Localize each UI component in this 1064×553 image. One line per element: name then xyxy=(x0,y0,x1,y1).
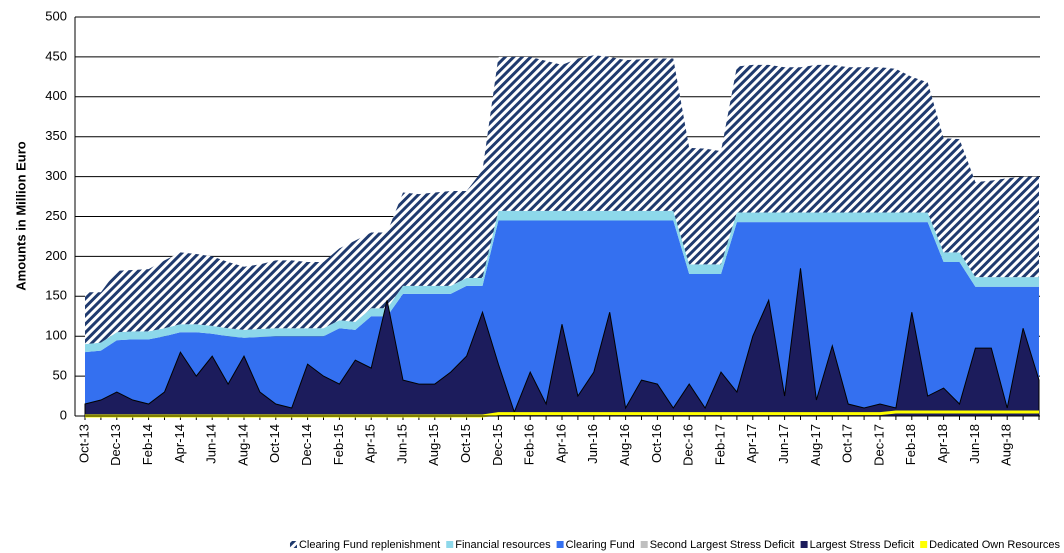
x-tick-label: Feb-18 xyxy=(903,424,918,465)
x-tick-label: Oct-15 xyxy=(458,424,473,463)
x-tick-label: Jun-18 xyxy=(967,424,982,464)
legend-label: Clearing Fund replenishment xyxy=(299,539,440,551)
legend-swatch xyxy=(289,541,297,548)
legend-label: Clearing Fund xyxy=(566,539,635,551)
x-tick-label: Apr-17 xyxy=(744,424,759,463)
legend: Clearing Fund replenishment Financial res… xyxy=(289,539,1060,551)
x-tick-label: Feb-14 xyxy=(140,424,155,465)
x-tick-label: Jun-14 xyxy=(204,424,219,464)
x-tick-label: Dec-15 xyxy=(490,424,505,466)
x-tick-label: Apr-14 xyxy=(172,424,187,463)
y-tick-label: 100 xyxy=(45,328,67,343)
x-tick-label: Feb-17 xyxy=(712,424,727,465)
x-tick-label: Aug-15 xyxy=(426,424,441,466)
x-tick-label: Aug-16 xyxy=(617,424,632,466)
stacked-area xyxy=(85,55,1039,345)
y-tick-label: 250 xyxy=(45,208,67,223)
x-tick-label: Aug-17 xyxy=(808,424,823,466)
x-tick-label: Feb-16 xyxy=(522,424,537,465)
x-tick-label: Oct-16 xyxy=(649,424,664,463)
legend-label: Dedicated Own Resources xyxy=(929,539,1060,551)
deficit-area xyxy=(84,268,1040,417)
x-tick-label: Jun-17 xyxy=(776,424,791,464)
y-tick-label: 50 xyxy=(53,368,67,383)
y-tick-label: 350 xyxy=(45,128,67,143)
legend-swatch xyxy=(800,541,808,548)
x-tick-label: Apr-16 xyxy=(553,424,568,463)
legend-swatch xyxy=(556,541,564,548)
x-tick-label: Jun-15 xyxy=(394,424,409,464)
x-tick-label: Oct-14 xyxy=(267,424,282,463)
x-tick-label: Dec-13 xyxy=(108,424,123,466)
x-tick-label: Oct-13 xyxy=(76,424,91,463)
x-tick-label: Aug-18 xyxy=(999,424,1014,466)
x-tick-label: Apr-15 xyxy=(363,424,378,463)
y-tick-label: 150 xyxy=(45,288,67,303)
x-tick-label: Dec-17 xyxy=(871,424,886,466)
x-tick-label: Dec-16 xyxy=(681,424,696,466)
y-tick-label: 500 xyxy=(45,8,67,23)
y-tick-label: 450 xyxy=(45,48,67,63)
x-tick-label: Jun-16 xyxy=(585,424,600,464)
y-tick-label: 0 xyxy=(60,407,67,422)
legend-label: Largest Stress Deficit xyxy=(810,539,915,551)
legend-swatch xyxy=(920,541,928,548)
x-tick-label: Dec-14 xyxy=(299,424,314,466)
x-tick-label: Apr-18 xyxy=(935,424,950,463)
legend-swatch xyxy=(640,541,648,548)
legend-swatch xyxy=(446,541,454,548)
legend-label: Financial resources xyxy=(455,539,551,551)
legend-label: Second Largest Stress Deficit xyxy=(650,539,795,551)
y-tick-label: 200 xyxy=(45,248,67,263)
y-tick-label: 300 xyxy=(45,168,67,183)
x-tick-label: Oct-17 xyxy=(840,424,855,463)
y-axis-label: Amounts in Million Euro xyxy=(13,141,28,291)
y-tick-label: 400 xyxy=(45,88,67,103)
x-tick-label: Aug-14 xyxy=(235,424,250,466)
x-tick-label: Feb-15 xyxy=(331,424,346,465)
